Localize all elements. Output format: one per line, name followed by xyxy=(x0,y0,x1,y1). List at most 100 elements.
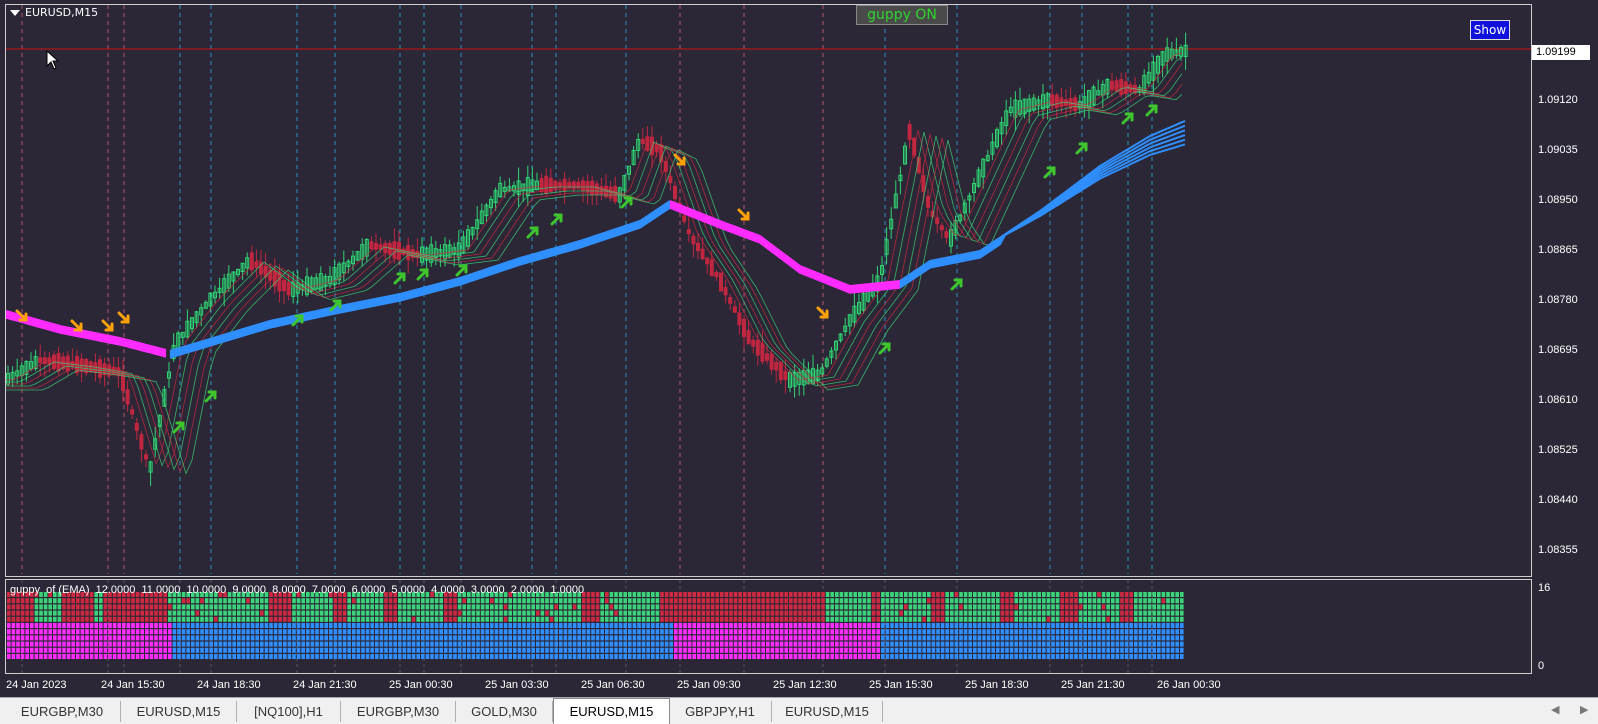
indicator-block xyxy=(347,610,351,616)
indicator-block xyxy=(384,598,388,604)
indicator-block xyxy=(720,654,724,659)
indicator-block xyxy=(756,647,761,653)
indicator-block xyxy=(954,592,959,597)
indicator-block xyxy=(296,598,301,604)
indicator-block xyxy=(798,629,802,635)
main-chart-pane[interactable] xyxy=(5,4,1532,577)
indicator-block xyxy=(1175,629,1179,635)
tab-nq100-h1[interactable]: [NQ100],H1 xyxy=(237,701,341,722)
show-button[interactable]: Show xyxy=(1470,20,1510,40)
candle-body xyxy=(1018,100,1022,115)
indicator-block xyxy=(154,647,158,653)
symbol-title[interactable]: EURUSD,M15 xyxy=(10,6,98,19)
indicator-block xyxy=(747,610,752,616)
indicator-block xyxy=(329,654,333,659)
indicator-block xyxy=(1157,616,1161,622)
indicator-block xyxy=(1069,647,1074,653)
indicator-block xyxy=(628,654,632,659)
tab-eurusd-m15-active[interactable]: EURUSD,M15 xyxy=(553,698,670,724)
indicator-block xyxy=(310,610,315,616)
indicator-block xyxy=(112,616,117,622)
indicator-block xyxy=(126,604,131,610)
indicator-block xyxy=(131,629,135,635)
indicator-block xyxy=(931,598,936,604)
indicator-block xyxy=(664,610,669,616)
indicator-block xyxy=(260,647,264,653)
indicator-block xyxy=(724,629,729,635)
indicator-block xyxy=(1143,641,1147,647)
indicator-block xyxy=(329,647,333,653)
indicator-block xyxy=(250,604,255,610)
indicator-block xyxy=(434,592,439,597)
indicator-block xyxy=(145,604,149,610)
indicator-block xyxy=(273,635,278,641)
indicator-block xyxy=(278,592,282,597)
indicator-block xyxy=(223,654,227,659)
indicator-block xyxy=(954,641,959,647)
indicator-block xyxy=(522,654,526,659)
indicator-block xyxy=(154,616,158,622)
indicator-block xyxy=(421,654,425,659)
indicator-block xyxy=(135,629,140,635)
indicator-block xyxy=(191,635,195,641)
tab-eurusd-m15[interactable]: EURUSD,M15 xyxy=(121,701,237,722)
buy-arrow-icon xyxy=(620,196,633,209)
indicator-block xyxy=(678,610,683,616)
dropdown-triangle-icon[interactable] xyxy=(10,9,20,16)
indicator-block xyxy=(641,641,646,647)
indicator-block xyxy=(867,598,871,604)
indicator-block xyxy=(89,629,94,635)
candle-body xyxy=(530,179,535,193)
tab-gold-m30[interactable]: GOLD,M30 xyxy=(456,701,553,722)
indicator-block xyxy=(1055,623,1060,628)
tab-eurusd-m15[interactable]: EURUSD,M15 xyxy=(772,701,883,722)
indicator-block xyxy=(756,610,761,616)
indicator-block xyxy=(816,604,821,610)
indicator-block xyxy=(839,654,844,659)
indicator-block xyxy=(301,610,305,616)
indicator-block xyxy=(908,604,913,610)
indicator-block xyxy=(798,616,802,622)
indicator-block xyxy=(16,635,20,641)
tab-eurgbp-m30[interactable]: EURGBP,M30 xyxy=(4,701,121,722)
indicator-block xyxy=(1097,641,1101,647)
indicator-block xyxy=(954,604,959,610)
indicator-block xyxy=(43,616,48,622)
indicator-block xyxy=(779,592,784,597)
indicator-block xyxy=(168,623,172,628)
tab-eurgbp-m30[interactable]: EURGBP,M30 xyxy=(341,701,456,722)
indicator-block xyxy=(1129,610,1133,616)
indicator-block xyxy=(1065,604,1069,610)
indicator-block xyxy=(605,610,609,616)
indicator-block xyxy=(853,623,857,628)
indicator-block xyxy=(62,623,66,628)
scroll-right-icon[interactable]: ▶ xyxy=(1580,703,1589,716)
indicator-block xyxy=(1120,641,1124,647)
indicator-block xyxy=(973,629,977,635)
candle-body xyxy=(516,180,521,195)
indicator-block xyxy=(1134,641,1138,647)
indicator-pane[interactable] xyxy=(5,579,1532,674)
indicator-block xyxy=(163,647,167,653)
indicator-block xyxy=(200,647,204,653)
indicator-block xyxy=(296,635,301,641)
indicator-block xyxy=(62,604,66,610)
indicator-block xyxy=(223,616,227,622)
indicator-block xyxy=(117,598,121,604)
indicator-block xyxy=(264,610,269,616)
indicator-block xyxy=(342,635,347,641)
indicator-block xyxy=(586,654,591,659)
indicator-block xyxy=(250,641,255,647)
guppy-toggle-button[interactable]: guppy ON xyxy=(856,5,948,25)
indicator-block xyxy=(195,641,200,647)
indicator-block xyxy=(586,641,591,647)
indicator-block xyxy=(628,610,632,616)
indicator-block xyxy=(513,635,517,641)
indicator-block xyxy=(752,635,756,641)
scroll-left-icon[interactable]: ◀ xyxy=(1551,703,1560,716)
indicator-block xyxy=(660,641,664,647)
tab-gbpjpy-h1[interactable]: GBPJPY,H1 xyxy=(669,701,772,722)
indicator-block xyxy=(674,641,678,647)
